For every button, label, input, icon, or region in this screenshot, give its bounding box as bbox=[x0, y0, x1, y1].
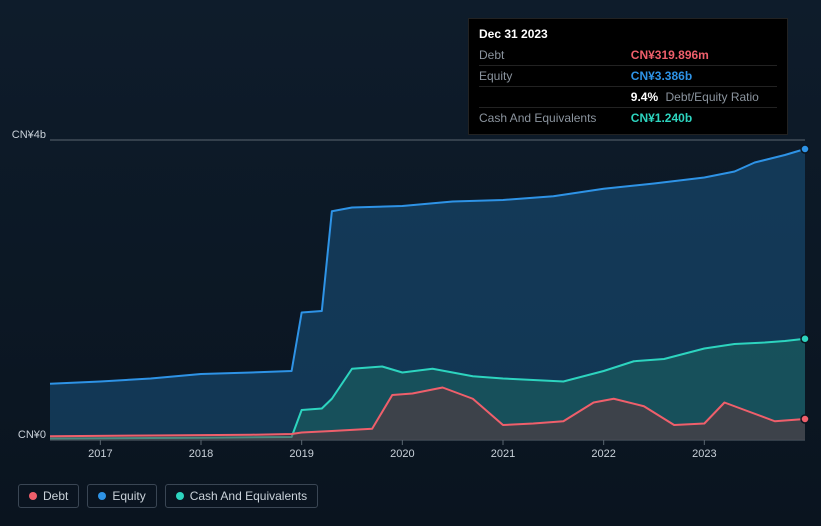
tooltip-row-value: CN¥3.386b bbox=[611, 66, 777, 87]
x-axis-label: 2017 bbox=[88, 448, 112, 460]
x-axis-label: 2023 bbox=[692, 448, 716, 460]
x-axis-label: 2018 bbox=[189, 448, 213, 460]
y-axis-label: CN¥0 bbox=[8, 429, 46, 441]
legend-label: Equity bbox=[112, 489, 145, 503]
tooltip-row: Cash And EquivalentsCN¥1.240b bbox=[479, 108, 777, 129]
tooltip-row-label: Cash And Equivalents bbox=[479, 108, 611, 129]
legend: Debt Equity Cash And Equivalents bbox=[18, 484, 318, 508]
tooltip-row-label: Debt bbox=[479, 45, 611, 66]
cash-swatch bbox=[176, 492, 184, 500]
debt-swatch bbox=[29, 492, 37, 500]
tooltip-row: 9.4% Debt/Equity Ratio bbox=[479, 87, 777, 108]
legend-item-cash[interactable]: Cash And Equivalents bbox=[165, 484, 318, 508]
tooltip-row-value: CN¥319.896m bbox=[611, 45, 777, 66]
tooltip-row-value: 9.4% Debt/Equity Ratio bbox=[611, 87, 777, 108]
x-axis-label: 2019 bbox=[289, 448, 313, 460]
tooltip-row: DebtCN¥319.896m bbox=[479, 45, 777, 66]
chart-tooltip: Dec 31 2023 DebtCN¥319.896mEquityCN¥3.38… bbox=[468, 18, 788, 135]
tooltip-title: Dec 31 2023 bbox=[479, 25, 777, 43]
tooltip-table: DebtCN¥319.896mEquityCN¥3.386b9.4% Debt/… bbox=[479, 45, 777, 128]
x-axis-label: 2022 bbox=[591, 448, 615, 460]
tooltip-row: EquityCN¥3.386b bbox=[479, 66, 777, 87]
tooltip-row-label: Equity bbox=[479, 66, 611, 87]
y-axis-label: CN¥4b bbox=[8, 129, 46, 141]
legend-label: Debt bbox=[43, 489, 68, 503]
x-axis-label: 2020 bbox=[390, 448, 414, 460]
tooltip-row-value: CN¥1.240b bbox=[611, 108, 777, 129]
legend-item-debt[interactable]: Debt bbox=[18, 484, 79, 508]
legend-item-equity[interactable]: Equity bbox=[87, 484, 156, 508]
tooltip-row-label bbox=[479, 87, 611, 108]
equity-swatch bbox=[98, 492, 106, 500]
x-axis-label: 2021 bbox=[491, 448, 515, 460]
legend-label: Cash And Equivalents bbox=[190, 489, 307, 503]
